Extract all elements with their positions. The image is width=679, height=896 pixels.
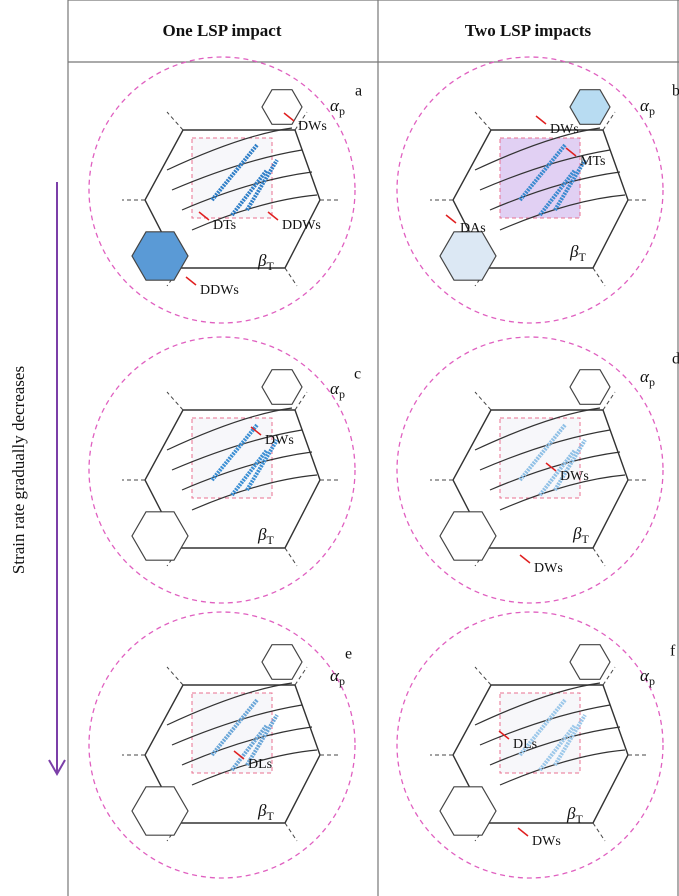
alpha-hexagon (262, 90, 302, 125)
column-header: Two LSP impacts (465, 21, 592, 40)
subscript: p (649, 104, 655, 118)
alpha-hexagon (440, 787, 496, 835)
alpha-hexagon (440, 232, 496, 280)
boundary-dash (475, 392, 491, 410)
alpha-label: αp (330, 666, 345, 688)
subscript: p (339, 104, 345, 118)
panel: eαp βT DLs (89, 612, 355, 878)
defect-label: DWs (532, 834, 561, 849)
alpha-label: αp (330, 379, 345, 401)
alpha-hexagon (132, 512, 188, 560)
panel-letter: b (672, 83, 679, 100)
defect-label: DLs (248, 757, 272, 772)
boundary-dash (167, 112, 183, 130)
subscript: p (649, 375, 655, 389)
panel: aαp βT DWs DTs DDWs DDWs (89, 57, 362, 323)
beta-label: βT (257, 525, 274, 547)
defect-label: MTs (580, 154, 605, 169)
beta-label: βT (257, 801, 274, 823)
alpha-hexagon (570, 90, 610, 125)
subscript: p (339, 674, 345, 688)
subscript: T (266, 533, 274, 547)
defect-label: DDWs (200, 283, 239, 298)
beta-label: βT (257, 251, 274, 273)
side-label: Strain rate gradually decreases (9, 366, 28, 574)
panel-letter: a (355, 83, 362, 100)
defect-label: DAs (460, 221, 486, 236)
alpha-hexagon (440, 512, 496, 560)
subscript: T (578, 250, 586, 264)
defect-label: DDWs (282, 218, 321, 233)
boundary-dash (285, 823, 297, 841)
alpha-hexagon (570, 370, 610, 405)
panel: dαp βT DWs DWs (397, 337, 679, 603)
defect-label: DWs (265, 433, 294, 448)
table-frame (68, 0, 679, 896)
defect-label: DTs (213, 218, 236, 233)
pointer-arrow (186, 277, 196, 285)
subscript: T (575, 812, 583, 826)
defect-label: DWs (298, 119, 327, 134)
boundary-dash (475, 112, 491, 130)
figure: One LSP impact Two LSP impacts Strain ra… (0, 0, 679, 896)
beta-label: βT (569, 242, 586, 264)
defect-label: DWs (560, 469, 589, 484)
pointer-arrow (536, 116, 546, 124)
defect-label: DWs (534, 561, 563, 576)
boundary-dash (285, 548, 297, 566)
strain-arrow (49, 182, 65, 774)
beta-label: βT (572, 524, 589, 546)
panel: bαp βT DWs MTs DAs (397, 57, 679, 323)
beta-label: βT (566, 804, 583, 826)
panel-letter: e (345, 646, 352, 663)
alpha-hexagon (132, 232, 188, 280)
boundary-dash (593, 548, 605, 566)
panel: cαp βT DWs (89, 337, 361, 603)
subscript: T (581, 532, 589, 546)
panel: fαp βT DLs DWs (397, 612, 676, 878)
alpha-label: αp (640, 367, 655, 389)
boundary-dash (593, 823, 605, 841)
pointer-arrow (520, 555, 530, 563)
alpha-label: αp (640, 666, 655, 688)
subscript: p (649, 674, 655, 688)
defect-label: DLs (513, 737, 537, 752)
pointer-arrow (446, 215, 456, 223)
panel-letter: f (670, 643, 676, 660)
boundary-dash (475, 667, 491, 685)
alpha-hexagon (262, 370, 302, 405)
alpha-label: αp (330, 96, 345, 118)
subscript: T (266, 259, 274, 273)
boundary-dash (285, 268, 297, 286)
boundary-dash (167, 392, 183, 410)
boundary-dash (167, 667, 183, 685)
column-header: One LSP impact (162, 21, 281, 40)
subscript: T (266, 809, 274, 823)
alpha-hexagon (570, 645, 610, 680)
alpha-hexagon (262, 645, 302, 680)
subscript: p (339, 387, 345, 401)
alpha-hexagon (132, 787, 188, 835)
panel-letter: c (354, 366, 361, 383)
pointer-arrow (518, 828, 528, 836)
alpha-label: αp (640, 96, 655, 118)
panel-letter: d (672, 351, 679, 368)
boundary-dash (593, 268, 605, 286)
defect-label: DWs (550, 122, 579, 137)
